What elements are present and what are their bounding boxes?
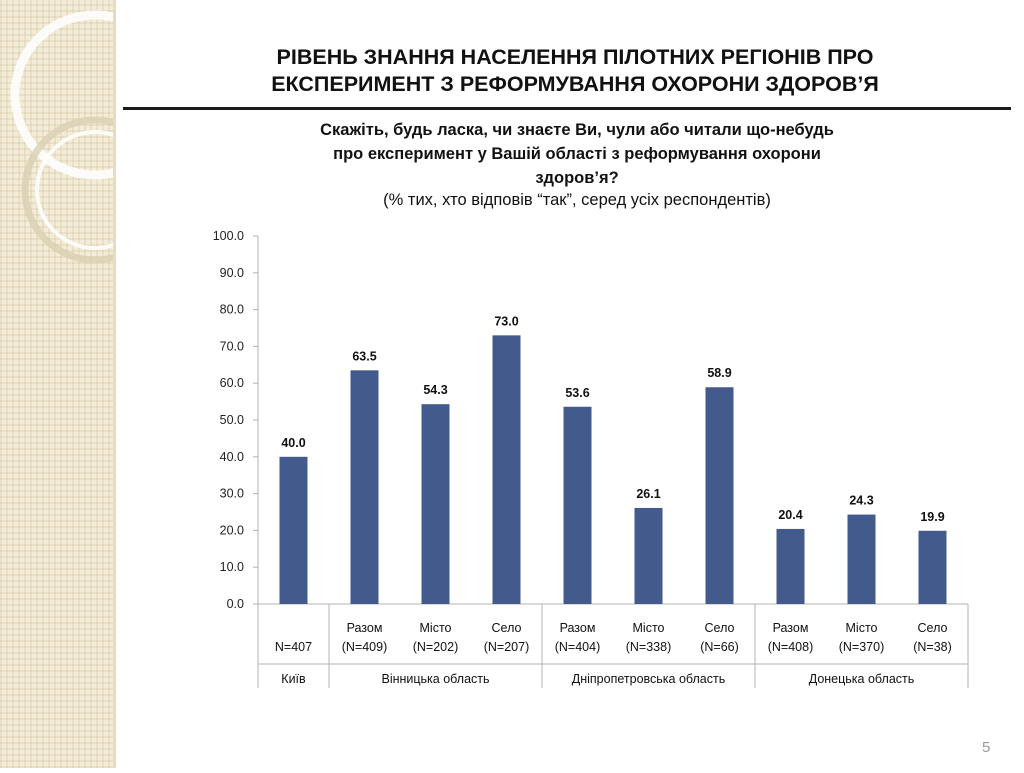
data-label-2: 63.5 xyxy=(352,349,376,363)
question-note: (% тих, хто відповів “так”, серед усіх р… xyxy=(383,191,771,209)
data-label-5: 53.6 xyxy=(565,386,589,400)
sample-size-label-10: (N=38) xyxy=(913,640,952,654)
data-label-6: 26.1 xyxy=(636,487,660,501)
y-tick-label: 40.0 xyxy=(220,450,244,464)
bar-4 xyxy=(492,335,521,604)
y-tick-label: 0.0 xyxy=(227,597,244,611)
bar-9 xyxy=(847,514,876,604)
sample-size-label-3: (N=202) xyxy=(413,640,459,654)
y-tick-label: 10.0 xyxy=(220,560,244,574)
category-label-5: Разом xyxy=(560,621,596,635)
category-label-2: Разом xyxy=(347,621,383,635)
data-label-10: 19.9 xyxy=(920,510,944,524)
question-line-1: Скажіть, будь ласка, чи знаєте Ви, чули … xyxy=(320,121,834,139)
category-label-3: Місто xyxy=(420,621,452,635)
title-line-1: РІВЕНЬ ЗНАННЯ НАСЕЛЕННЯ ПІЛОТНИХ РЕГІОНІ… xyxy=(276,45,874,69)
y-tick-label: 100.0 xyxy=(213,229,244,243)
slide-title: РІВЕНЬ ЗНАННЯ НАСЕЛЕННЯ ПІЛОТНИХ РЕГІОНІ… xyxy=(130,44,1020,98)
data-label-9: 24.3 xyxy=(849,494,873,508)
y-tick-label: 20.0 xyxy=(220,523,244,537)
title-line-2: ЕКСПЕРИМЕНТ З РЕФОРМУВАННЯ ОХОРОНИ ЗДОРО… xyxy=(271,72,879,96)
bar-6 xyxy=(634,507,663,604)
y-tick-label: 80.0 xyxy=(220,303,244,317)
y-tick-label: 70.0 xyxy=(220,339,244,353)
sample-size-label-5: (N=404) xyxy=(555,640,601,654)
page-number: 5 xyxy=(982,739,991,756)
group-label-1: Київ xyxy=(281,672,306,686)
category-label-8: Разом xyxy=(773,621,809,635)
data-label-3: 54.3 xyxy=(423,383,447,397)
sample-size-label-9: (N=370) xyxy=(839,640,885,654)
data-label-4: 73.0 xyxy=(494,314,518,328)
sample-size-label-6: (N=338) xyxy=(626,640,672,654)
y-tick-label: 60.0 xyxy=(220,376,244,390)
sample-size-label-4: (N=207) xyxy=(484,640,530,654)
bar-1 xyxy=(279,456,308,604)
title-divider xyxy=(123,107,1011,110)
bar-2 xyxy=(350,370,379,604)
question-line-2: про експеримент у Вашій області з реформ… xyxy=(333,145,821,163)
question-line-3: здоров’я? xyxy=(535,169,619,187)
category-label-10: Село xyxy=(918,621,948,635)
bar-7 xyxy=(705,387,734,604)
category-label-4: Село xyxy=(492,621,522,635)
category-label-6: Місто xyxy=(633,621,665,635)
sample-size-label-8: (N=408) xyxy=(768,640,814,654)
side-panel-edge xyxy=(113,0,116,768)
data-label-1: 40.0 xyxy=(281,436,305,450)
y-tick-label: 30.0 xyxy=(220,487,244,501)
sample-size-label-1: N=407 xyxy=(275,640,312,654)
y-tick-label: 90.0 xyxy=(220,266,244,280)
y-tick-label: 50.0 xyxy=(220,413,244,427)
sample-size-label-2: (N=409) xyxy=(342,640,388,654)
group-label-4: Донецька область xyxy=(809,672,915,686)
bar-3 xyxy=(421,404,450,604)
data-label-8: 20.4 xyxy=(778,508,802,522)
group-label-2: Вінницька область xyxy=(381,672,489,686)
category-label-9: Місто xyxy=(846,621,878,635)
bar-8 xyxy=(776,528,805,604)
sample-size-label-7: (N=66) xyxy=(700,640,739,654)
bar-10 xyxy=(918,530,947,604)
group-label-3: Дніпропетровська область xyxy=(572,672,725,686)
survey-question: Скажіть, будь ласка, чи знаєте Ви, чули … xyxy=(222,118,932,190)
data-label-7: 58.9 xyxy=(707,366,731,380)
category-label-7: Село xyxy=(705,621,735,635)
decorative-side-panel xyxy=(0,0,180,768)
bar-5 xyxy=(563,406,592,604)
